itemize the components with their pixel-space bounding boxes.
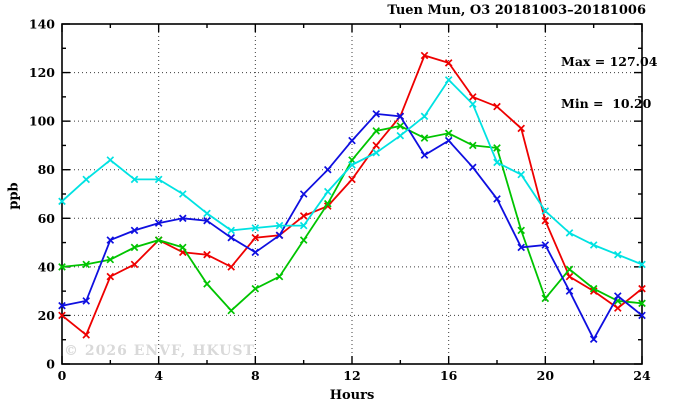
series-red bbox=[58, 51, 646, 339]
x-tick-label: 20 bbox=[537, 368, 555, 383]
series-red-markers bbox=[58, 51, 646, 339]
tick-labels: 0 20 40 60 80 100 120 140 0 4 8 12 16 20 24 bbox=[29, 17, 651, 384]
y-tick-label: 40 bbox=[38, 259, 56, 274]
y-tick-label: 120 bbox=[29, 65, 55, 80]
series-cyan bbox=[58, 76, 646, 269]
legend: Max = 127.04 Min = 10.20 bbox=[561, 27, 657, 139]
series-blue-markers bbox=[58, 110, 646, 344]
chart-title: Tuen Mun, O3 20181003–20181006 bbox=[387, 3, 646, 18]
y-tick-label: 80 bbox=[38, 162, 56, 177]
y-tick-label: 0 bbox=[46, 357, 55, 372]
x-tick-label: 12 bbox=[343, 368, 360, 383]
x-tick-label: 4 bbox=[154, 368, 163, 383]
x-tick-label: 8 bbox=[251, 368, 260, 383]
x-tick-label: 16 bbox=[440, 368, 458, 383]
y-tick-label: 140 bbox=[29, 17, 55, 32]
legend-min-label: Min = 10.20 bbox=[561, 96, 652, 111]
series-blue-line bbox=[61, 112, 643, 342]
x-axis-title: Hours bbox=[329, 388, 375, 403]
series-cyan-markers bbox=[58, 76, 646, 269]
series-blue bbox=[58, 110, 646, 344]
y-axis-title: ppb bbox=[6, 182, 22, 210]
x-tick-label: 24 bbox=[633, 368, 651, 383]
watermark: © 2026 ENVF, HKUST bbox=[64, 343, 255, 359]
legend-max-label: Max = 127.04 bbox=[561, 54, 658, 69]
series-green bbox=[58, 122, 646, 315]
grid bbox=[62, 24, 642, 364]
x-tick-label: 0 bbox=[58, 368, 67, 383]
y-tick-label: 100 bbox=[29, 114, 55, 129]
series-green-markers bbox=[58, 122, 646, 315]
y-tick-label: 20 bbox=[38, 308, 56, 323]
y-tick-label: 60 bbox=[38, 211, 56, 226]
